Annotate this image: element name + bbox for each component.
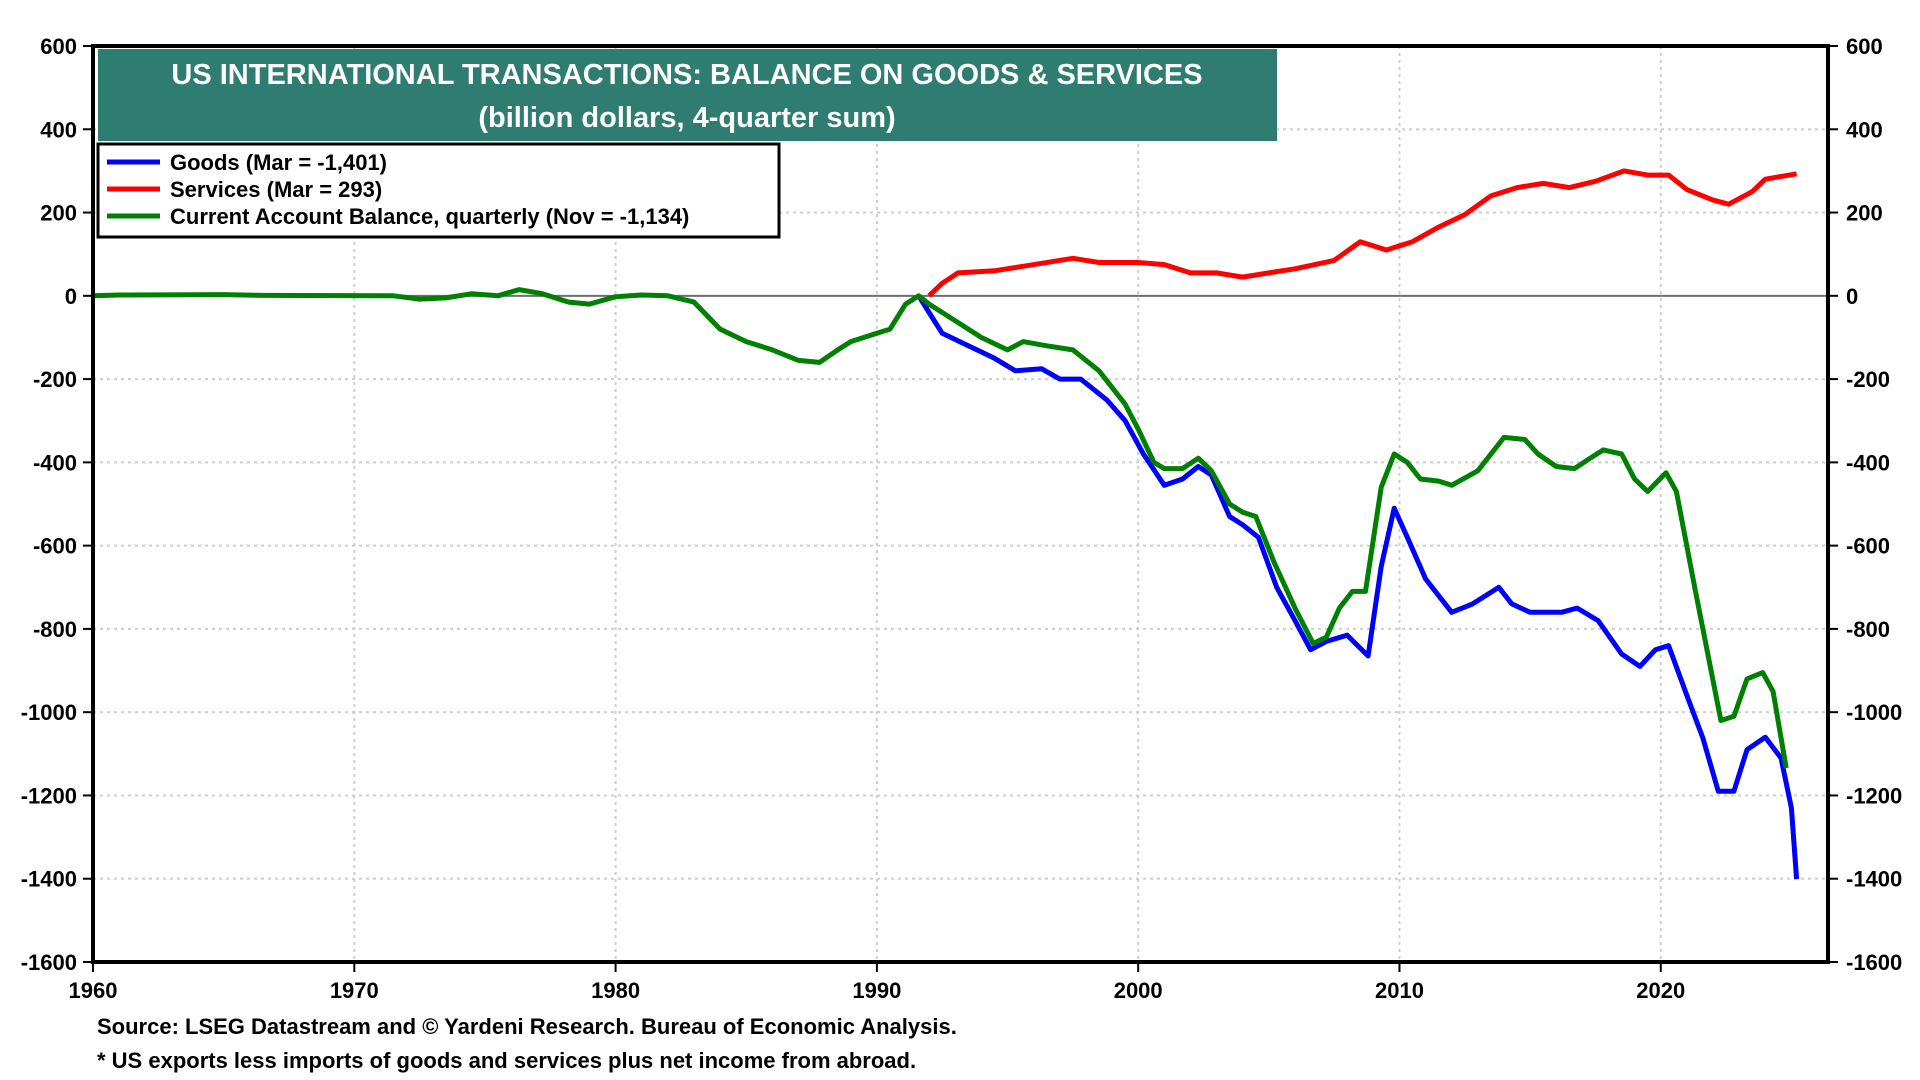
x-tick-label: 1980 <box>591 978 640 1003</box>
y-tick-label-right: -400 <box>1846 450 1890 475</box>
legend-label-services: Services (Mar = 293) <box>170 177 382 202</box>
series-goods-line <box>916 294 1800 880</box>
right-y-axis: 600 400 200 0 -200 -400 -600 -800 -1000 -1200 -140… <box>1828 34 1902 975</box>
y-tick-label-left: 200 <box>40 201 77 226</box>
chart-subtitle: (billion dollars, 4-quarter sum) <box>478 102 895 134</box>
legend-item-goods: Goods (Mar = -1,401) <box>107 150 387 175</box>
title-background <box>98 49 1277 141</box>
y-tick-label-left: -400 <box>33 450 77 475</box>
y-tick-label-left: -1600 <box>21 950 77 975</box>
legend-box <box>96 142 781 239</box>
y-tick-label-right: 200 <box>1846 201 1883 226</box>
y-tick-label-left: 600 <box>40 34 77 59</box>
y-tick-label-right: -200 <box>1846 367 1890 392</box>
y-tick-label-left: -200 <box>33 367 77 392</box>
y-tick-label-right: -1600 <box>1846 950 1902 975</box>
x-tick-label: 1990 <box>852 978 901 1003</box>
y-tick-label-right: -600 <box>1846 534 1890 559</box>
series-layer <box>92 168 1800 880</box>
series-current-account-line <box>92 287 1789 769</box>
y-tick-label-right: 400 <box>1846 117 1883 142</box>
y-tick-label-left: -1000 <box>21 700 77 725</box>
legend-item-services: Services (Mar = 293) <box>107 177 382 202</box>
plot-frame <box>91 44 1830 964</box>
y-tick-label-right: -800 <box>1846 617 1890 642</box>
y-tick-label-left: 0 <box>65 284 77 309</box>
y-tick-label-left: -1400 <box>21 867 77 892</box>
x-tick-label: 1960 <box>69 978 118 1003</box>
legend-label-current-account: Current Account Balance, quarterly (Nov … <box>170 204 689 229</box>
left-y-axis: 600 400 200 0 -200 -400 -600 -800 -1000 -1200 -140… <box>21 34 93 975</box>
legend-item-current-account: Current Account Balance, quarterly (Nov … <box>107 204 689 229</box>
footnote: * US exports less imports of goods and s… <box>97 1048 917 1073</box>
chart-title: US INTERNATIONAL TRANSACTIONS: BALANCE O… <box>171 59 1202 91</box>
legend: Goods (Mar = -1,401) Services (Mar = 293… <box>96 142 781 239</box>
y-tick-label-right: -1000 <box>1846 700 1902 725</box>
y-tick-label-left: -1200 <box>21 783 77 808</box>
source-note: Source: LSEG Datastream and © Yardeni Re… <box>97 1014 957 1039</box>
x-tick-label: 2010 <box>1375 978 1424 1003</box>
y-tick-label-right: -1400 <box>1846 867 1902 892</box>
x-axis: 1960 1970 1980 1990 2000 2010 2020 <box>69 962 1685 1003</box>
y-tick-label-left: 400 <box>40 117 77 142</box>
title-box: US INTERNATIONAL TRANSACTIONS: BALANCE O… <box>98 49 1277 141</box>
y-tick-label-left: -800 <box>33 617 77 642</box>
x-tick-label: 2000 <box>1114 978 1163 1003</box>
x-tick-label: 2020 <box>1636 978 1685 1003</box>
series-services-line <box>927 168 1798 298</box>
y-tick-label-right: 600 <box>1846 34 1883 59</box>
y-tick-label-left: -600 <box>33 534 77 559</box>
legend-label-goods: Goods (Mar = -1,401) <box>170 150 387 175</box>
y-tick-label-right: -1200 <box>1846 783 1902 808</box>
x-tick-label: 1970 <box>330 978 379 1003</box>
y-tick-label-right: 0 <box>1846 284 1858 309</box>
